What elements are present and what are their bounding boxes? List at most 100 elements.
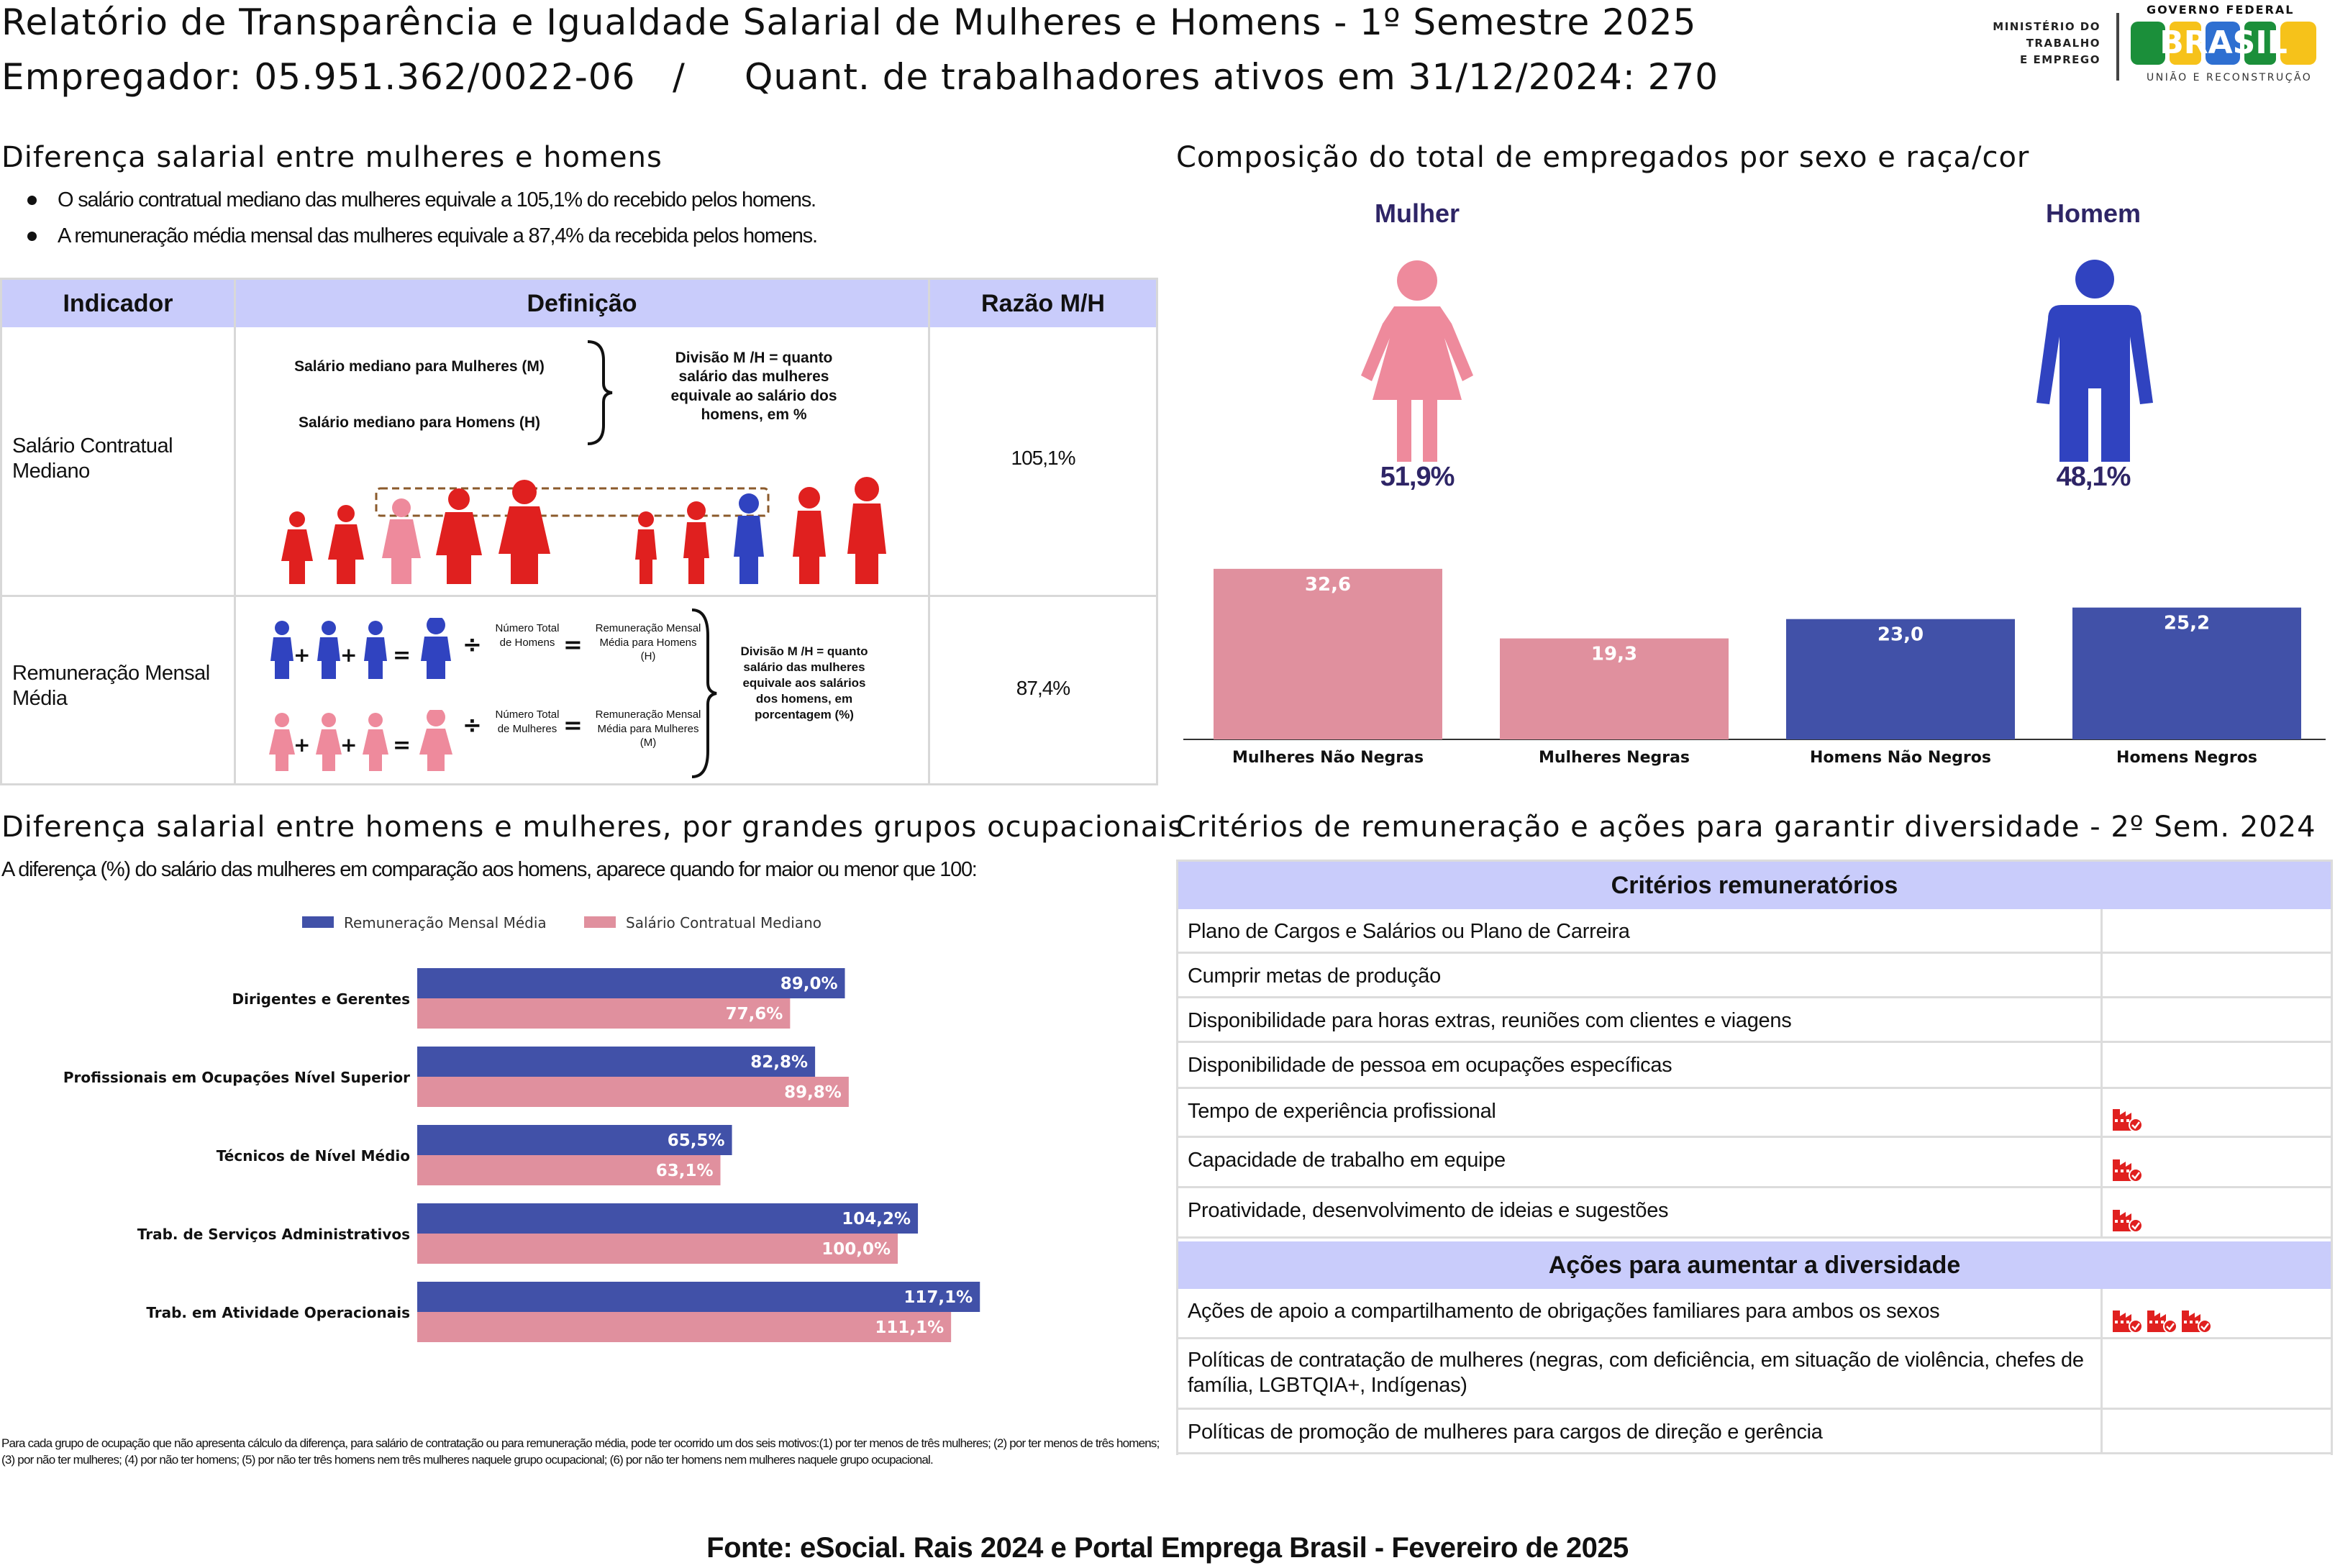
occupational-bar-chart: Remuneração Mensal Média Salário Contratu… — [63, 914, 980, 1342]
remuneration-bar — [417, 1125, 732, 1155]
divide-sign: ÷ — [463, 711, 482, 739]
composition-category-label: Homens Não Negros — [1810, 749, 1991, 767]
median-division-note: Divisão M /H = quanto salário das mulher… — [670, 350, 837, 423]
ministry-logo-text: MINISTÉRIO DO TRABALHO E EMPREGO — [1982, 19, 2100, 68]
company-icons — [2111, 1306, 2212, 1334]
salary-bar — [417, 1155, 721, 1185]
criteria-label: Plano de Cargos e Salários ou Plano de C… — [1188, 920, 1630, 943]
table-row: Proatividade, desenvolvimento de ideias … — [1176, 1188, 2333, 1239]
composition-bar — [1786, 619, 2015, 739]
factory-icon — [2113, 1109, 2143, 1132]
composition-bar — [1214, 568, 1442, 739]
company-icons — [2111, 1205, 2143, 1233]
total-women-label: Número Total de Mulheres — [495, 708, 560, 735]
factory-icon — [2113, 1311, 2143, 1334]
table-row: Capacidade de trabalho em equipe — [1176, 1138, 2333, 1188]
composition-bar-value: 23,0 — [1877, 624, 1924, 646]
woman-percentage: 51,9% — [1380, 462, 1455, 492]
man-figure-icon — [2036, 260, 2153, 462]
composition-bar-value: 19,3 — [1591, 644, 1637, 665]
equals-sign: = — [563, 631, 583, 658]
man-percentage: 48,1% — [2056, 462, 2131, 492]
table-row: Ações de apoio a compartilhamento de obr… — [1176, 1289, 2333, 1339]
woman-label: Mulher — [1374, 199, 1460, 228]
logo-divider — [2116, 13, 2119, 81]
occupation-bar-value: 117,1% — [903, 1288, 973, 1307]
equals-sign: = — [563, 711, 583, 739]
ministry-line-2: TRABALHO — [2026, 37, 2100, 50]
criteria-label: Disponibilidade de pessoa em ocupações e… — [1188, 1054, 1672, 1077]
active-workers: Quant. de trabalhadores ativos em 31/12/… — [745, 56, 1719, 98]
logo-tagline: UNIÃO E RECONSTRUÇÃO — [2147, 72, 2313, 83]
table-header-ratio: Razão M/H — [930, 280, 1156, 327]
criteria-label: Disponibilidade para horas extras, reuni… — [1188, 1009, 1792, 1032]
criteria-label: Cumprir metas de produção — [1188, 965, 1441, 988]
occupation-bar-value: 77,6% — [726, 1005, 783, 1024]
employer-id: Empregador: 05.951.362/0022-06 — [1, 56, 636, 98]
plus-sign: + — [293, 733, 311, 757]
occupation-bar-value: 89,0% — [780, 975, 838, 993]
criteria-table — [1176, 860, 2333, 1455]
occupational-subtitle: A diferença (%) do salário das mulheres … — [1, 858, 978, 881]
occupational-footnote: Para cada grupo de ocupação que não apre… — [1, 1436, 1160, 1467]
table-row: Disponibilidade de pessoa em ocupações e… — [1176, 1043, 2333, 1089]
criteria-label: Políticas de promoção de mulheres para c… — [1188, 1421, 1823, 1444]
indicator-median-salary: Salário Contratual Mediano — [12, 434, 173, 483]
avg-division-note: Divisão M /H = quanto salário das mulher… — [740, 644, 868, 722]
factory-icon — [2113, 1159, 2143, 1182]
occupation-bar-value: 65,5% — [668, 1131, 725, 1150]
bullet-avg-remuneration: A remuneração média mensal das mulheres … — [27, 224, 818, 247]
legend-swatch — [584, 916, 616, 928]
remuneration-bar — [417, 968, 845, 998]
composition-category-label: Homens Negros — [2116, 749, 2257, 767]
median-men-label: Salário mediano para Homens (H) — [298, 414, 541, 431]
indicator-table: Indicador Definição Razão M/H Salário Co… — [0, 278, 1158, 785]
occupation-label: Trab. em Atividade Operacionais — [146, 1304, 410, 1321]
man-label: Homem — [2045, 199, 2141, 228]
plus-sign: + — [340, 643, 358, 667]
brasil-logo-text: BRASIL — [2159, 24, 2288, 61]
header-separator: / — [673, 56, 686, 98]
factory-icon — [2113, 1210, 2143, 1233]
occupation-bar-value: 100,0% — [821, 1240, 891, 1259]
composition-bar-chart: 32,6 Mulheres Não Negras 19,3 Mulheres Negr… — [1183, 568, 2326, 767]
men-sum-illustration — [270, 618, 451, 679]
criteria-title: Critérios de remuneração e ações para ga… — [1176, 811, 2316, 844]
avg-men-label: Remuneração Mensal Média para Homens (H) — [595, 622, 701, 662]
ministry-line-3: E EMPREGO — [2020, 53, 2100, 66]
occupational-title: Diferença salarial entre homens e mulher… — [1, 811, 1184, 844]
composition-title: Composição do total de empregados por se… — [1176, 141, 2030, 174]
composition-bar — [1500, 638, 1729, 739]
criteria-label: Proatividade, desenvolvimento de ideias … — [1188, 1199, 1669, 1222]
source-footer: Fonte: eSocial. Rais 2024 e Portal Empre… — [706, 1532, 1629, 1564]
brace-icon — [691, 608, 717, 778]
legend-label: Remuneração Mensal Média — [344, 914, 547, 931]
plus-sign: + — [340, 733, 358, 757]
indicator-avg-remuneration: Remuneração Mensal Média — [12, 662, 210, 710]
composition-bar — [2072, 607, 2301, 739]
table-row: Plano de Cargos e Salários ou Plano de C… — [1176, 909, 2333, 954]
table-header-indicator: Indicador — [2, 280, 234, 327]
ratio-avg-remuneration: 87,4% — [1016, 677, 1070, 699]
people-median-illustration — [281, 477, 886, 584]
salary-bar — [417, 998, 791, 1029]
table-row: Disponibilidade para horas extras, reuni… — [1176, 998, 2333, 1043]
factory-icon — [2147, 1311, 2177, 1334]
composition-bar-value: 32,6 — [1305, 574, 1351, 596]
criteria-label: Capacidade de trabalho em equipe — [1188, 1149, 1506, 1172]
brasil-logo: BRASIL — [2131, 22, 2316, 65]
occupation-label: Dirigentes e Gerentes — [232, 990, 411, 1008]
remuneration-bar — [417, 1203, 919, 1234]
table-row: Tempo de experiência profissional — [1176, 1089, 2333, 1138]
table-row: Políticas de promoção de mulheres para c… — [1176, 1410, 2333, 1454]
occupation-label: Profissionais em Ocupações Nível Superio… — [63, 1069, 410, 1086]
salary-diff-title: Diferença salarial entre mulheres e home… — [1, 141, 663, 174]
report-title: Relatório de Transparência e Igualdade S… — [1, 1, 1697, 43]
occupation-bar-value: 89,8% — [784, 1083, 842, 1102]
composition-category-label: Mulheres Negras — [1539, 749, 1690, 767]
plus-sign: + — [293, 643, 311, 667]
equals-sign: = — [393, 643, 411, 668]
ministry-line-1: MINISTÉRIO DO — [1993, 20, 2100, 33]
women-sum-illustration — [269, 710, 452, 771]
occupation-bar-value: 104,2% — [842, 1210, 911, 1229]
